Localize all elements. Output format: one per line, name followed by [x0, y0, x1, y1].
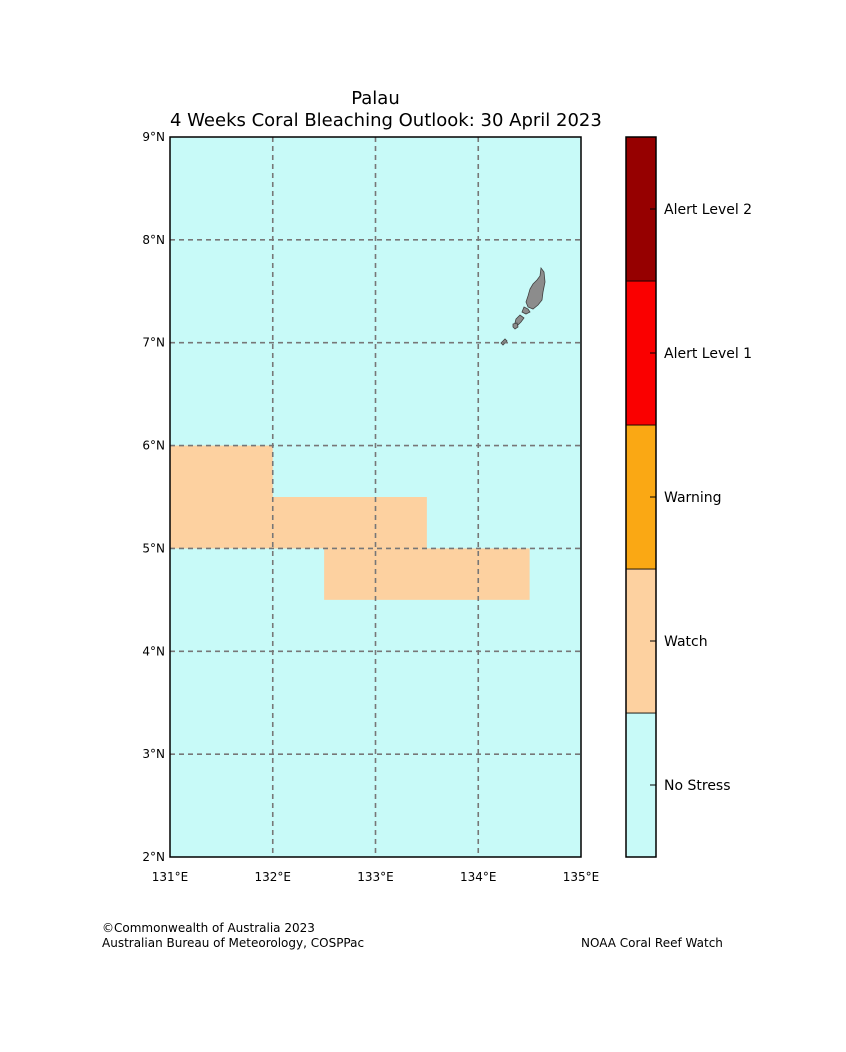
legend-frame [625, 136, 657, 858]
stress-region-2 [170, 497, 427, 549]
legend-label: Alert Level 1 [664, 346, 752, 362]
lon-tick-label: 131°E [152, 870, 189, 884]
map-subtitle: 4 Weeks Coral Bleaching Outlook: 30 Apri… [170, 110, 602, 131]
lat-tick-label: 8°N [142, 233, 165, 247]
lat-tick-label: 7°N [142, 336, 165, 350]
palau-islands [500, 266, 546, 346]
lon-tick-label: 135°E [563, 870, 600, 884]
lat-tick-label: 6°N [142, 439, 165, 453]
legend-label: Watch [664, 634, 708, 650]
lat-tick-label: 3°N [142, 747, 165, 761]
credit-noaa: NOAA Coral Reef Watch [581, 936, 723, 950]
latitude-ticks: 2°N 3°N 4°N 5°N 6°N 7°N 8°N 9°N [142, 130, 165, 864]
agency-line: Australian Bureau of Meteorology, COSPPa… [102, 936, 365, 950]
map-title: Palau [351, 88, 400, 109]
legend-label: No Stress [664, 778, 731, 794]
credit-bom: ©Commonwealth of Australia 2023 Australi… [102, 921, 364, 951]
longitude-ticks: 131°E 132°E 133°E 134°E 135°E [152, 870, 600, 884]
legend-label: Warning [664, 490, 722, 506]
lat-tick-label: 4°N [142, 644, 165, 658]
peleliu-island [514, 314, 525, 326]
angaur-island [512, 322, 519, 330]
lon-tick-label: 132°E [255, 870, 292, 884]
stress-region-3 [324, 548, 530, 600]
lat-tick-label: 5°N [142, 541, 165, 555]
copyright-line: ©Commonwealth of Australia 2023 [102, 921, 315, 935]
stress-region-1 [170, 445, 273, 497]
lon-tick-label: 133°E [357, 870, 394, 884]
lon-tick-label: 134°E [460, 870, 497, 884]
legend-colorbar: No Stress Watch Warning Alert Level 1 Alert … [625, 136, 752, 858]
lat-tick-label: 2°N [142, 850, 165, 864]
lat-tick-label: 9°N [142, 130, 165, 144]
legend-label: Alert Level 2 [664, 202, 752, 218]
babeldaob-island [525, 266, 546, 310]
koror-island [521, 306, 531, 315]
gridlines [170, 137, 581, 857]
map-frame [169, 136, 582, 858]
